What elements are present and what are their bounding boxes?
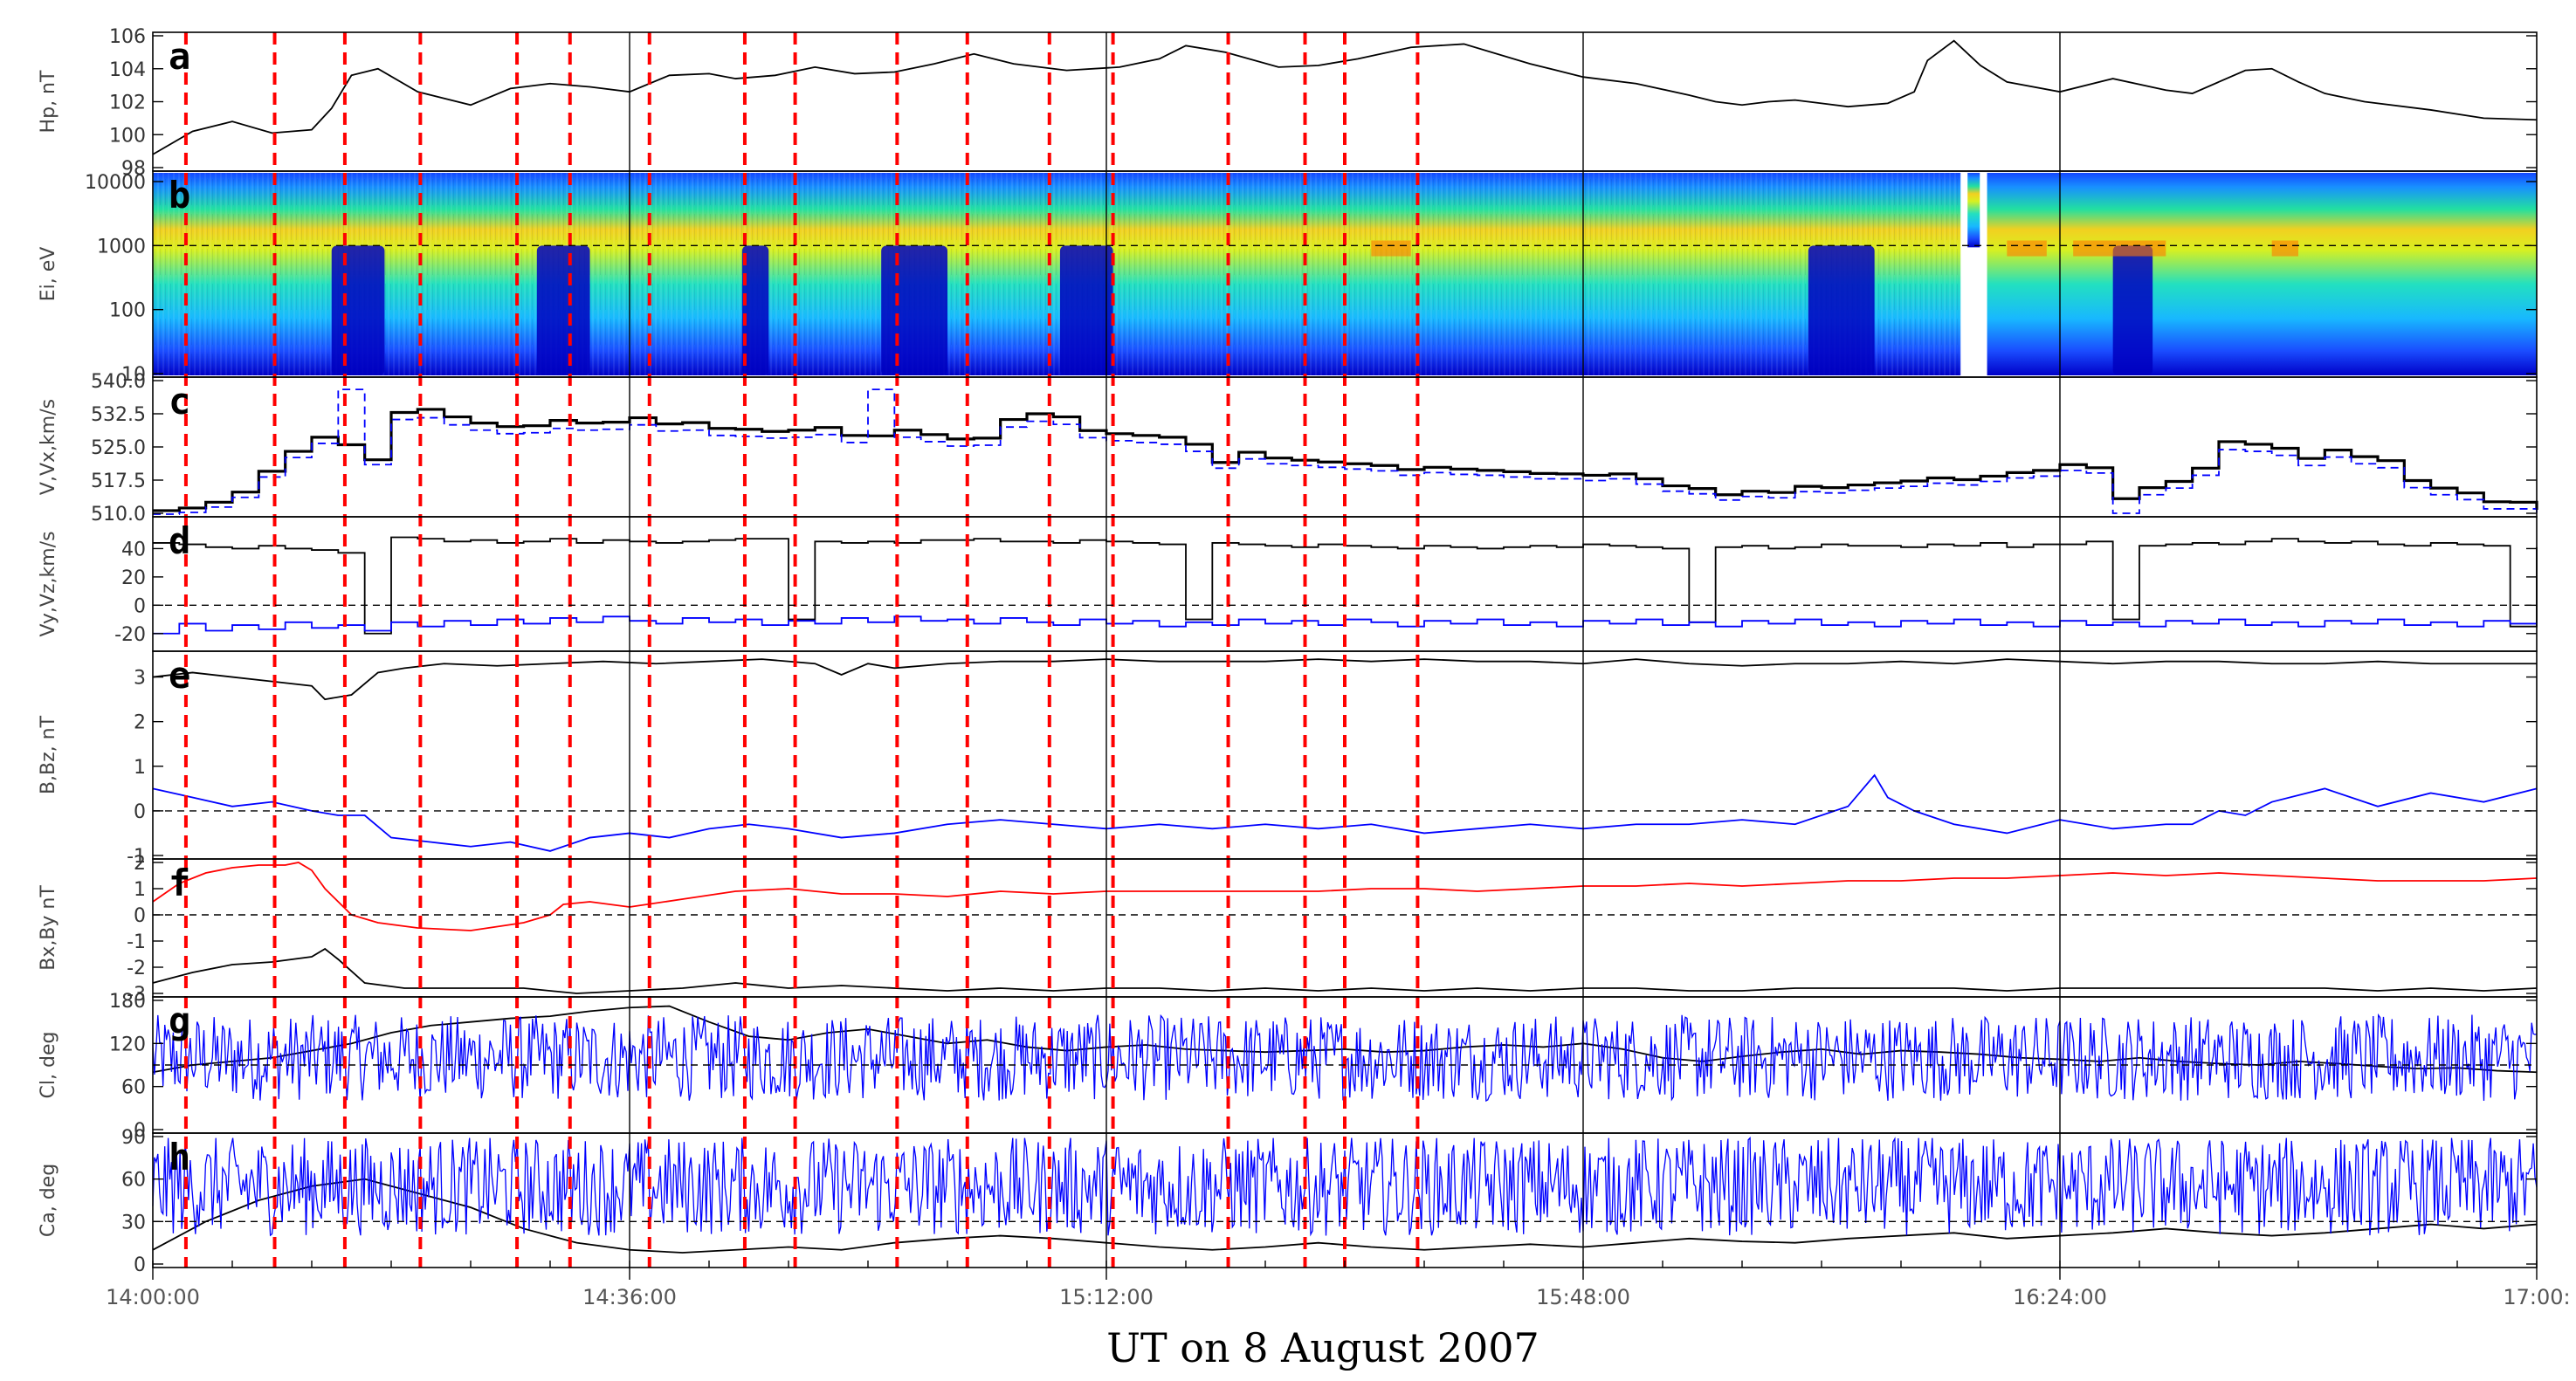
x-axis-title: UT on 8 August 2007 bbox=[1106, 1324, 1539, 1371]
ytick-label-f-1: -2 bbox=[127, 958, 146, 979]
spectrogram-hotspot-2 bbox=[2271, 240, 2298, 257]
spectrogram-fill-right bbox=[1987, 173, 2537, 375]
event-lines-layer bbox=[183, 32, 1420, 1268]
xtick-label-3: 15:48:00 bbox=[1536, 1285, 1630, 1309]
spectrogram-depletion-4 bbox=[1059, 245, 1113, 375]
ytick-label-e-3: 2 bbox=[134, 712, 146, 734]
ytick-label-a-2: 102 bbox=[109, 93, 146, 114]
ylabel-b: Ei, eV bbox=[38, 247, 59, 302]
spectrogram-depletion-0 bbox=[331, 245, 385, 375]
ytick-label-e-0: -1 bbox=[127, 846, 146, 868]
ytick-label-a-3: 104 bbox=[109, 59, 146, 81]
ylabel-f: Bx,By nT bbox=[38, 885, 59, 971]
ylabel-e: B,Bz, nT bbox=[38, 715, 59, 794]
ytick-label-b-0: 10 bbox=[121, 364, 146, 386]
ytick-label-f-4: 1 bbox=[134, 879, 146, 901]
series-a-0 bbox=[152, 39, 2538, 155]
series-g-line-0 bbox=[152, 1005, 2538, 1074]
series-d-Vy bbox=[153, 536, 2538, 635]
series-c-Vx bbox=[153, 388, 2538, 517]
ytick-label-g-1: 60 bbox=[121, 1077, 146, 1099]
series-f-By bbox=[152, 947, 2538, 994]
ytick-label-e-4: 3 bbox=[134, 668, 146, 690]
ytick-label-h-0: 0 bbox=[134, 1254, 146, 1276]
spectrogram-depletion-1 bbox=[536, 245, 590, 375]
ytick-label-a-0: 98 bbox=[121, 158, 146, 180]
xtick-label-4: 16:24:00 bbox=[2013, 1285, 2107, 1309]
series-f-line-1 bbox=[152, 947, 2538, 994]
panel-letter-b: b bbox=[169, 174, 190, 216]
spectrogram-depletion-6 bbox=[2112, 245, 2153, 375]
ylabel-a: Hp, nT bbox=[38, 70, 59, 133]
ytick-label-e-2: 1 bbox=[134, 757, 146, 779]
ytick-label-c-0: 510.0 bbox=[91, 504, 146, 526]
ytick-label-c-2: 525.0 bbox=[91, 437, 146, 459]
ylabel-g: Cl, deg bbox=[38, 1032, 59, 1099]
ylabel-c: V,Vx,km/s bbox=[38, 399, 59, 495]
ytick-label-d-0: -20 bbox=[114, 624, 146, 646]
spectrogram-hotspot-1 bbox=[2073, 240, 2166, 257]
ytick-label-g-2: 120 bbox=[109, 1034, 146, 1055]
ytick-label-c-4: 540.0 bbox=[91, 371, 146, 393]
series-e-line-0 bbox=[152, 658, 2537, 701]
panel-letter-e: e bbox=[169, 654, 190, 697]
ytick-label-d-3: 40 bbox=[121, 539, 146, 560]
panel-letter-f: f bbox=[169, 862, 190, 904]
series-e-B bbox=[152, 658, 2537, 701]
ytick-label-b-2: 1000 bbox=[97, 236, 146, 258]
ytick-label-d-2: 20 bbox=[121, 567, 146, 589]
spectrogram-depletion-3 bbox=[881, 245, 947, 375]
ytick-label-e-1: 0 bbox=[134, 801, 146, 823]
series-e-line-1 bbox=[152, 773, 2538, 852]
series-f-line-0 bbox=[152, 862, 2538, 931]
panel-letter-c: c bbox=[169, 380, 190, 423]
series-h-Ca bbox=[152, 1136, 2538, 1237]
series-c-line-1 bbox=[153, 388, 2538, 517]
ytick-label-c-3: 532.5 bbox=[91, 404, 146, 426]
series-g-Cl_mean bbox=[152, 1005, 2538, 1074]
ytick-label-f-0: -3 bbox=[127, 984, 146, 1006]
ytick-label-b-1: 100 bbox=[109, 300, 146, 322]
ytick-label-d-1: 0 bbox=[134, 595, 146, 617]
ytick-label-a-4: 106 bbox=[109, 26, 146, 48]
series-a-line-0 bbox=[152, 39, 2538, 155]
spectrogram-hotspot-3 bbox=[1371, 240, 1411, 257]
ytick-label-h-1: 30 bbox=[121, 1212, 146, 1233]
panel-letter-g: g bbox=[169, 1000, 190, 1042]
ytick-label-b-3: 10000 bbox=[85, 172, 146, 194]
spectrogram-texture bbox=[153, 173, 1961, 375]
ytick-label-f-2: -1 bbox=[127, 931, 146, 953]
series-e-Bz bbox=[152, 773, 2538, 852]
ylabel-h: Ca, deg bbox=[38, 1164, 59, 1237]
spectrogram-depletion-2 bbox=[741, 245, 769, 375]
ytick-label-f-5: 2 bbox=[134, 853, 146, 875]
spectrogram-colorbar bbox=[1967, 173, 1980, 248]
ytick-label-a-1: 100 bbox=[109, 125, 146, 147]
ytick-label-g-0: 0 bbox=[134, 1120, 146, 1142]
series-h-noisy-line bbox=[152, 1136, 2538, 1237]
series-d-line-0 bbox=[153, 536, 2538, 635]
series-f-Bx bbox=[152, 862, 2538, 931]
panel-letter-a: a bbox=[169, 35, 190, 78]
xtick-label-2: 15:12:00 bbox=[1059, 1285, 1154, 1309]
spectrogram-depletion-5 bbox=[1808, 245, 1875, 375]
ytick-label-f-3: 0 bbox=[134, 905, 146, 927]
spectrogram-hotspot-0 bbox=[2007, 240, 2047, 257]
panel-letter-d: d bbox=[169, 519, 190, 562]
ylabel-d: Vy,Vz,km/s bbox=[38, 531, 59, 636]
ytick-label-h-2: 60 bbox=[121, 1170, 146, 1192]
ytick-label-c-1: 517.5 bbox=[91, 471, 146, 492]
panel-letter-h: h bbox=[169, 1136, 190, 1178]
spectrogram-layer bbox=[153, 173, 2537, 375]
ytick-label-h-3: 90 bbox=[121, 1127, 146, 1149]
xtick-label-1: 14:36:00 bbox=[582, 1285, 677, 1309]
xtick-label-0: 14:00:00 bbox=[106, 1285, 200, 1309]
xtick-label-5: 17:00: bbox=[2503, 1285, 2570, 1309]
ytick-label-g-3: 180 bbox=[109, 991, 146, 1013]
